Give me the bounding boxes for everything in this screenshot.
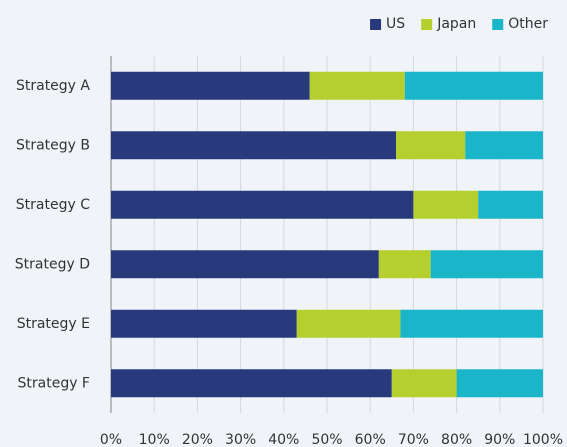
bar-segment [430,250,543,279]
y-tick-label: Strategy A [16,78,90,94]
x-tick-label: 100% [523,432,563,447]
y-tick-label: Strategy D [15,256,90,272]
legend-label: Other [508,16,548,32]
x-tick-label: 90% [484,432,515,447]
x-tick-label: 70% [398,432,429,447]
legend-label: US [386,16,405,32]
bar-segment [404,71,543,100]
legend-swatch [370,19,382,30]
x-tick-label: 50% [311,432,342,447]
bar-segment [391,369,457,398]
legend-label: Japan [436,16,476,32]
bar-segment [396,131,466,160]
x-tick-label: 20% [182,432,213,447]
bar-segment [456,369,543,398]
bar-segment [478,190,543,219]
bar-segment [111,190,414,219]
bar-segment [111,131,397,160]
x-tick-label: 0% [100,432,122,447]
y-tick-label: Strategy F [18,375,91,391]
bar-segment [111,250,379,279]
bar-segment [111,369,392,398]
bar-segment [309,71,405,100]
bar-segment [296,309,401,338]
bar-segment [111,309,297,338]
y-tick-label: Strategy C [16,197,90,213]
x-tick-label: 40% [268,432,299,447]
bar-segment [378,250,431,279]
legend-swatch [421,19,433,30]
y-tick-label: Strategy E [17,316,90,332]
x-tick-label: 10% [139,432,170,447]
y-tick-label: Strategy B [16,137,90,153]
x-tick-label: 80% [441,432,472,447]
x-tick-label: 60% [355,432,386,447]
bar-segment [413,190,479,219]
bar-segment [111,71,310,100]
x-tick-label: 30% [225,432,256,447]
bar-segment [400,309,543,338]
legend-swatch [492,19,504,30]
bar-segment [465,131,543,160]
